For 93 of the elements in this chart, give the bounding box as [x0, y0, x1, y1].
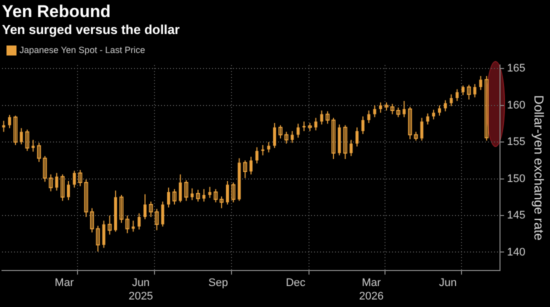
candlestick	[84, 179, 88, 218]
y-tick-label: 150	[507, 172, 526, 185]
x-tick-label: Jun	[439, 277, 457, 290]
candlestick	[462, 85, 465, 96]
candlestick	[438, 104, 441, 116]
candlestick	[148, 201, 153, 218]
candlestick	[314, 117, 318, 131]
candlestick	[373, 104, 376, 118]
candlestick	[361, 116, 364, 135]
candlestick	[184, 180, 188, 202]
candlestick	[20, 128, 23, 145]
candlestick	[72, 170, 76, 188]
x-tick-label: Jun 2025	[128, 277, 154, 302]
candlestick	[426, 112, 430, 125]
y-tick-label: 160	[507, 99, 526, 112]
candlestick	[60, 174, 65, 202]
candlestick	[296, 123, 300, 138]
candlestick	[356, 126, 359, 148]
chart-subtitle: Yen surged versus the dollar	[2, 22, 180, 37]
candlestick	[96, 225, 100, 252]
candlestick	[8, 114, 12, 129]
candlestick	[367, 110, 370, 124]
candlestick	[220, 196, 224, 209]
candlestick	[154, 208, 159, 231]
x-tick-label: Sep	[208, 277, 228, 290]
candlestick	[408, 106, 412, 140]
candlestick	[466, 84, 471, 100]
candlestick	[119, 194, 124, 224]
y-tick-label: 140	[507, 246, 526, 258]
candlestick	[284, 131, 288, 144]
y-axis-title: Dollar-yen exchange rate	[532, 95, 547, 240]
y-tick-label: 155	[507, 136, 526, 148]
candlestick	[196, 189, 200, 202]
candlestick	[379, 102, 382, 114]
x-tick-label: Dec	[286, 277, 306, 290]
candlestick	[190, 188, 194, 201]
candlestick	[108, 215, 112, 236]
candlestick	[178, 174, 182, 203]
candlestick	[144, 194, 147, 220]
candlestick	[90, 208, 94, 233]
candlestick	[290, 130, 294, 144]
candlestick	[250, 156, 253, 175]
candlestick	[132, 220, 135, 232]
candlestick	[55, 172, 58, 192]
chart-title: Yen Rebound	[2, 2, 111, 21]
candlestick	[66, 180, 70, 201]
y-tick-label: 165	[507, 62, 526, 75]
candlestick	[102, 220, 106, 248]
candlestick	[402, 100, 406, 118]
candlestick	[78, 170, 82, 187]
candlestick	[255, 146, 258, 164]
x-tick-label: Mar	[54, 277, 74, 290]
candlestick	[208, 186, 212, 198]
candlestick	[456, 88, 459, 102]
candlestick	[167, 187, 170, 208]
candlestick	[450, 94, 453, 107]
candlestick	[326, 110, 330, 124]
candlestick	[231, 182, 236, 203]
candlestick	[37, 142, 42, 162]
candlestick	[420, 117, 424, 142]
candlestick	[138, 212, 141, 230]
candlestick	[243, 160, 248, 179]
candlestick	[278, 124, 282, 139]
candlestick	[2, 120, 6, 132]
candlestick	[32, 139, 35, 152]
candlestick	[320, 110, 324, 125]
candlestick	[172, 188, 176, 206]
candlestick	[273, 122, 276, 148]
candlestick	[479, 76, 482, 90]
candlestick	[484, 76, 489, 142]
candlestick	[42, 156, 47, 182]
candlestick	[473, 84, 476, 98]
candlestick	[390, 103, 394, 115]
candlestick	[396, 107, 400, 118]
candlestick	[302, 121, 306, 132]
candlestick	[13, 115, 18, 146]
candlestick	[161, 201, 164, 228]
candlestick	[25, 129, 30, 152]
candlestick	[125, 215, 130, 234]
candlestick	[202, 188, 206, 202]
candlestick	[48, 174, 53, 192]
candlestick	[432, 109, 436, 120]
candlestick	[444, 100, 447, 112]
legend-label: Japanese Yen Spot - Last Price	[20, 44, 146, 55]
candlestick	[214, 188, 218, 203]
candlestick	[343, 124, 348, 160]
candlestick	[261, 144, 264, 156]
candlestick	[350, 139, 353, 157]
candlestick	[267, 142, 270, 153]
candlestick	[331, 117, 336, 160]
y-tick-label: 145	[507, 210, 526, 222]
candlestick	[226, 180, 229, 206]
x-tick-label: Mar 2026	[359, 277, 384, 302]
